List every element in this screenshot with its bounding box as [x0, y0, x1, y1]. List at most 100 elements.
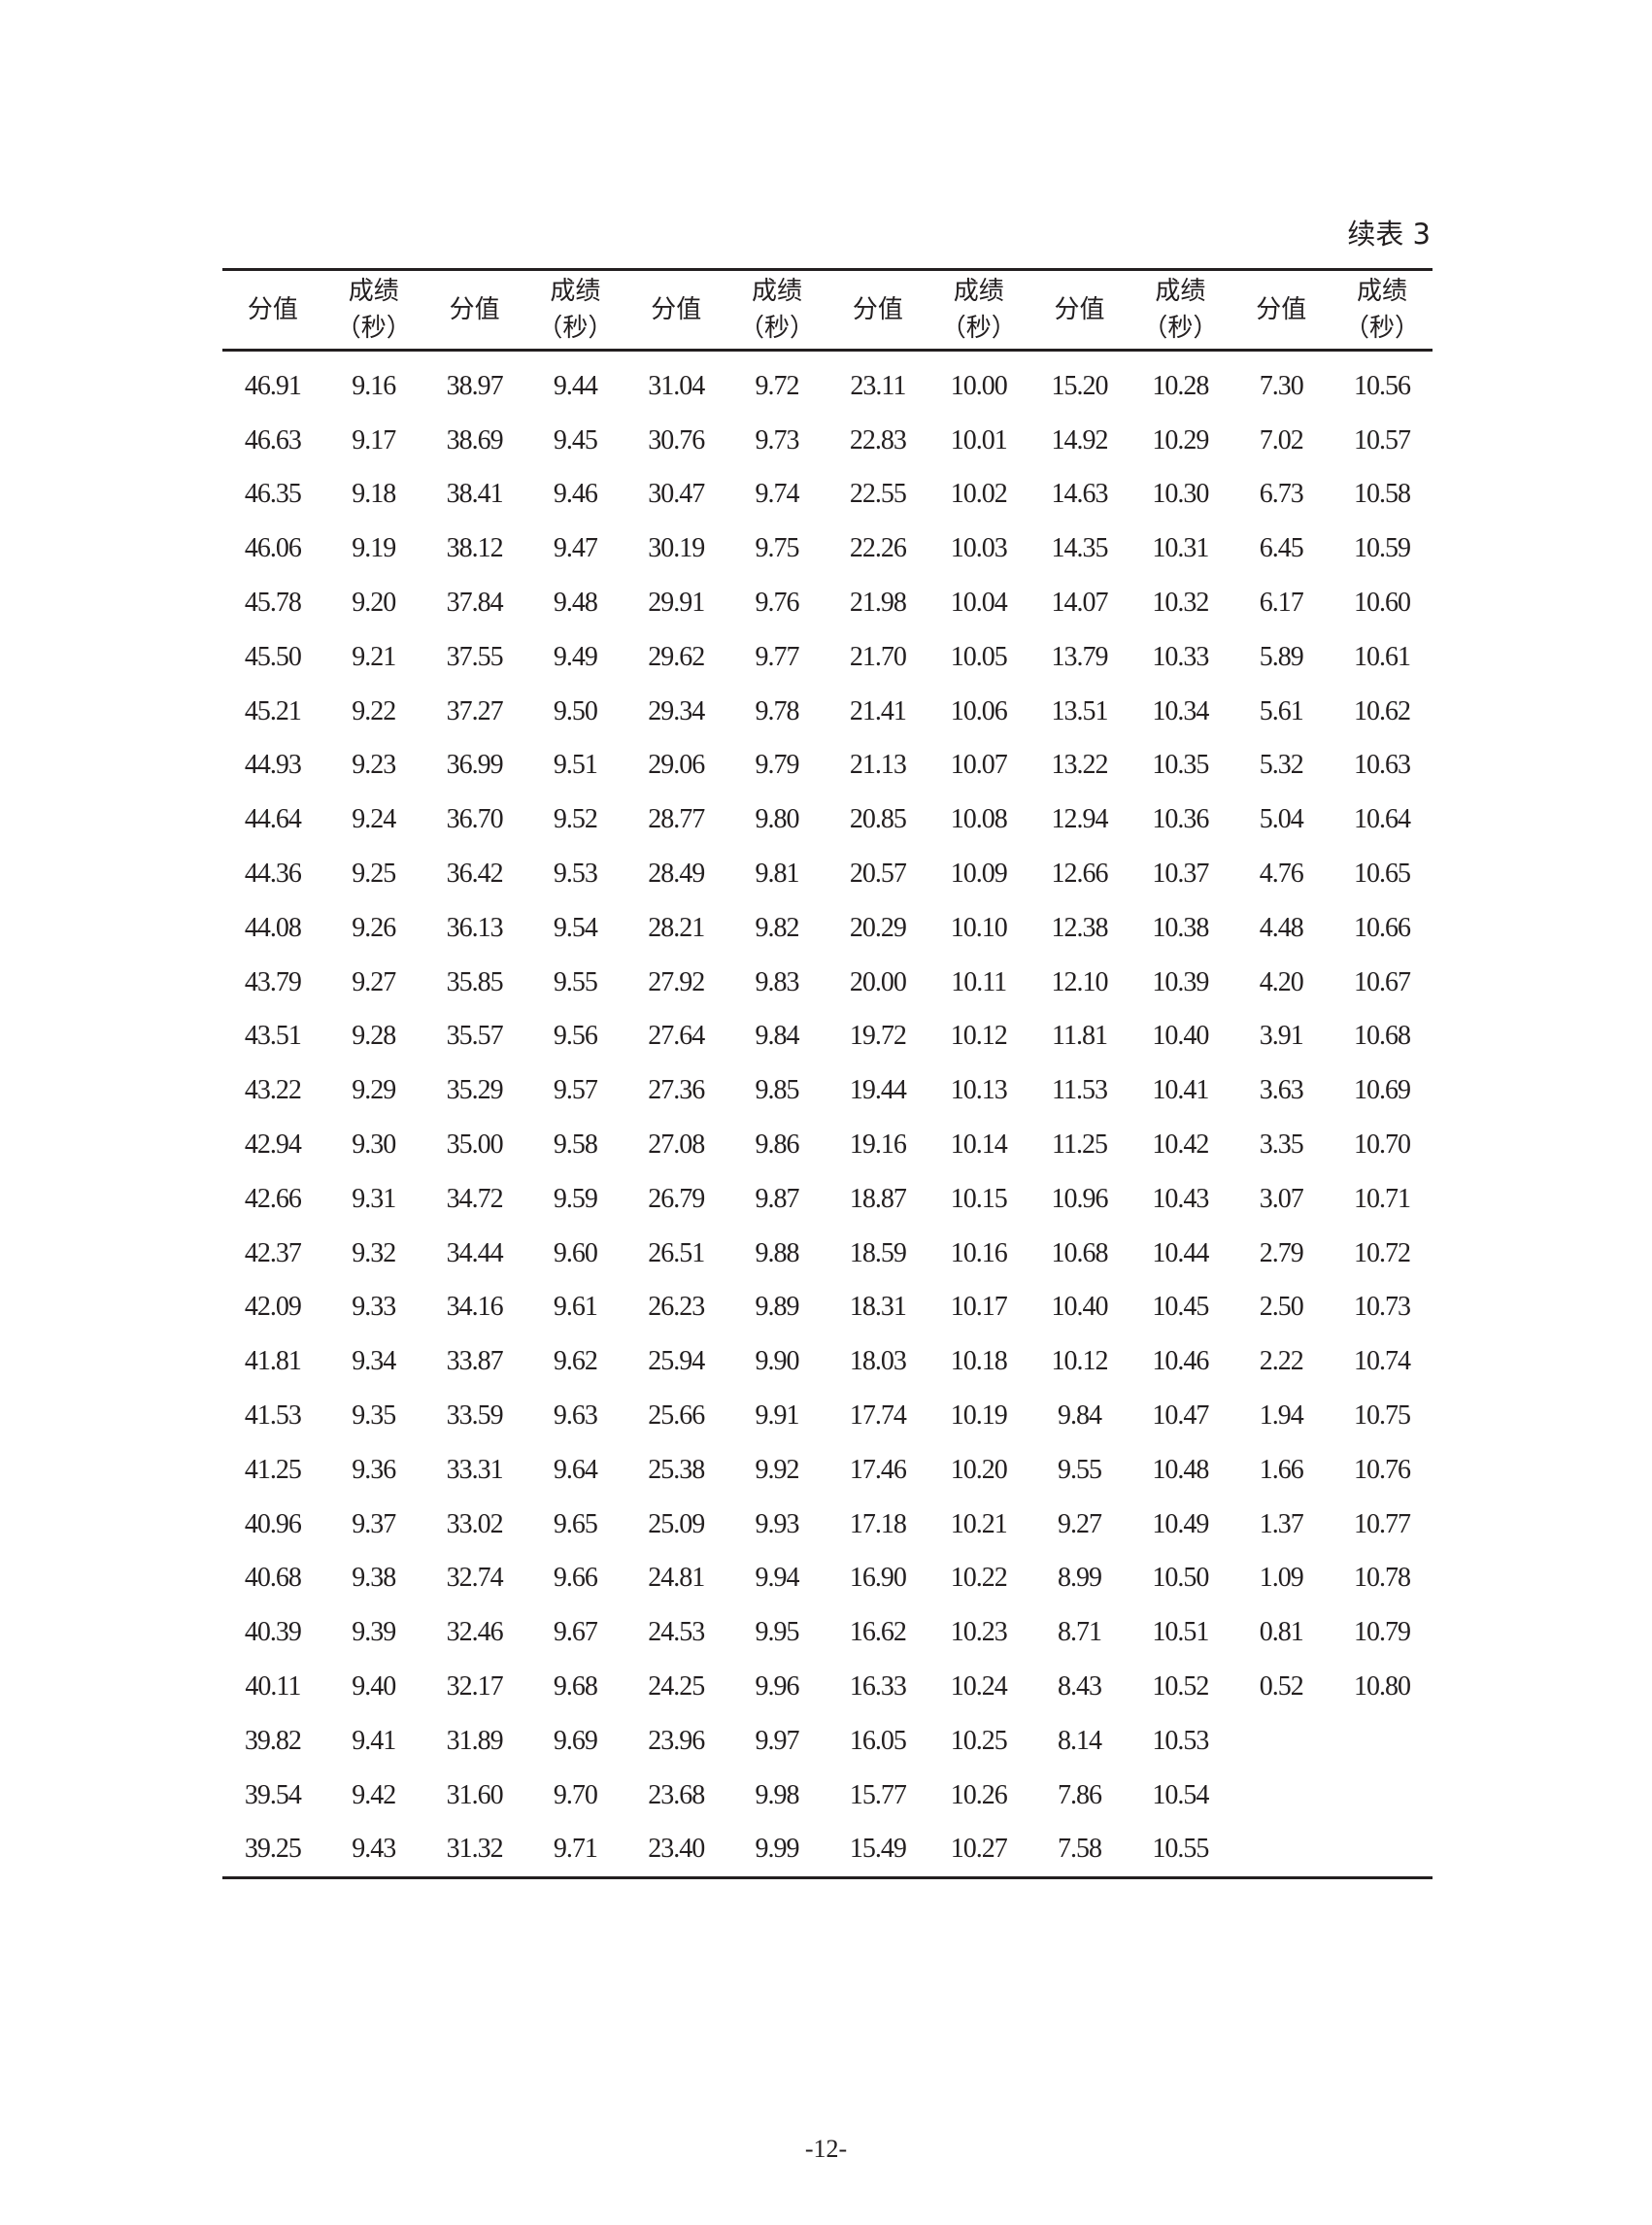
score-cell: 2.79 — [1259, 1237, 1304, 1268]
score-cell: 7.02 — [1259, 424, 1304, 455]
score-cell: 13.79 — [1051, 641, 1109, 672]
result-cell: 9.23 — [352, 750, 396, 781]
result-cell: 10.19 — [950, 1400, 1008, 1432]
score-cell: 25.94 — [648, 1346, 705, 1377]
table-row: 45.50 9.21 37.55 9.49 29.62 9.77 21.70 10.05 13.… — [222, 630, 1433, 685]
result-cell: 10.75 — [1354, 1400, 1411, 1432]
result-cell: 9.34 — [352, 1346, 396, 1377]
result-cell: 10.38 — [1152, 912, 1209, 943]
score-cell: 10.96 — [1051, 1183, 1109, 1214]
result-cell: 9.40 — [352, 1671, 396, 1702]
result-cell: 10.20 — [950, 1454, 1008, 1485]
score-cell: 32.74 — [446, 1563, 504, 1594]
score-cell: 18.03 — [849, 1346, 907, 1377]
result-cell: 9.75 — [755, 533, 800, 564]
score-cell: 8.43 — [1058, 1671, 1102, 1702]
score-cell: 1.09 — [1259, 1563, 1304, 1594]
table-row: 39.25 9.43 31.32 9.71 23.40 9.99 15.49 10.27 7.5… — [222, 1823, 1433, 1878]
table-row: 45.21 9.22 37.27 9.50 29.34 9.78 21.41 10.06 13.… — [222, 685, 1433, 739]
score-cell: 25.66 — [648, 1400, 705, 1432]
table-row: 45.78 9.20 37.84 9.48 29.91 9.76 21.98 10.04 14.… — [222, 576, 1433, 630]
result-cell: 10.32 — [1152, 588, 1209, 619]
result-cell: 9.19 — [352, 533, 396, 564]
result-cell: 10.48 — [1152, 1454, 1209, 1485]
result-cell: 9.59 — [553, 1183, 598, 1214]
score-cell: 38.41 — [446, 479, 504, 510]
header-result: 成绩 （秒） — [323, 270, 424, 351]
result-cell: 10.50 — [1152, 1563, 1209, 1594]
result-cell: 9.98 — [755, 1779, 800, 1810]
score-table: 分值 成绩 （秒） 分值 成绩 （秒） 分值 成绩 （秒） 分值 成绩 （秒） 分值 成绩 （秒） 分值 成绩 （… — [222, 268, 1433, 1879]
table-row: 41.53 9.35 33.59 9.63 25.66 9.91 17.74 10.19 9.8… — [222, 1389, 1433, 1443]
result-cell: 9.54 — [553, 912, 598, 943]
score-cell: 40.96 — [244, 1508, 302, 1539]
result-cell: 10.21 — [950, 1508, 1008, 1539]
score-cell: 29.06 — [648, 750, 705, 781]
result-cell: 10.51 — [1152, 1617, 1209, 1648]
result-cell: 10.14 — [950, 1129, 1008, 1161]
result-cell: 10.62 — [1354, 695, 1411, 726]
header-result-unit: （秒） — [940, 314, 1017, 343]
table-row: 42.94 9.30 35.00 9.58 27.08 9.86 19.16 10.14 11.… — [222, 1118, 1433, 1172]
result-cell: 9.49 — [553, 641, 598, 672]
table-row: 40.11 9.40 32.17 9.68 24.25 9.96 16.33 10.24 8.4… — [222, 1660, 1433, 1714]
result-cell: 10.57 — [1354, 424, 1411, 455]
score-cell: 39.54 — [244, 1779, 302, 1810]
header-result: 成绩 （秒） — [1129, 270, 1231, 351]
result-cell: 10.25 — [950, 1725, 1008, 1756]
result-cell: 9.77 — [755, 641, 800, 672]
table-row: 46.91 9.16 38.97 9.44 31.04 9.72 23.11 10.00 15.… — [222, 351, 1433, 414]
result-cell: 9.37 — [352, 1508, 396, 1539]
result-cell: 10.60 — [1354, 588, 1411, 619]
score-cell: 39.82 — [244, 1725, 302, 1756]
result-cell: 10.54 — [1152, 1779, 1209, 1810]
score-cell: 6.45 — [1259, 533, 1304, 564]
score-cell: 9.27 — [1058, 1508, 1102, 1539]
result-cell: 10.52 — [1152, 1671, 1209, 1702]
result-cell: 9.63 — [553, 1400, 598, 1432]
header-result: 成绩 （秒） — [1332, 270, 1433, 351]
score-cell: 40.39 — [244, 1617, 302, 1648]
score-cell: 23.11 — [850, 370, 906, 401]
result-cell: 9.82 — [755, 912, 800, 943]
score-cell: 7.58 — [1058, 1834, 1102, 1865]
score-cell: 31.60 — [446, 1779, 504, 1810]
result-cell: 9.26 — [352, 912, 396, 943]
result-cell: 10.58 — [1354, 479, 1411, 510]
result-cell: 9.78 — [755, 695, 800, 726]
score-cell: 23.40 — [648, 1834, 705, 1865]
result-cell: 9.64 — [553, 1454, 598, 1485]
score-cell: 1.94 — [1259, 1400, 1304, 1432]
result-cell: 9.79 — [755, 750, 800, 781]
result-cell: 9.90 — [755, 1346, 800, 1377]
result-cell: 10.74 — [1354, 1346, 1411, 1377]
result-cell: 9.45 — [553, 424, 598, 455]
header-result-label: 成绩 — [550, 277, 601, 306]
score-cell: 17.74 — [849, 1400, 907, 1432]
header-score: 分值 — [449, 295, 500, 324]
score-cell: 6.73 — [1259, 479, 1304, 510]
result-cell: 9.68 — [553, 1671, 598, 1702]
result-cell: 9.58 — [553, 1129, 598, 1161]
result-cell: 10.13 — [950, 1075, 1008, 1106]
score-cell: 22.26 — [849, 533, 907, 564]
result-cell: 9.81 — [755, 859, 800, 890]
result-cell: 9.57 — [553, 1075, 598, 1106]
score-cell: 1.66 — [1259, 1454, 1304, 1485]
result-cell: 9.47 — [553, 533, 598, 564]
table-row: 42.09 9.33 34.16 9.61 26.23 9.89 18.31 10.17 10.… — [222, 1281, 1433, 1335]
result-cell: 9.48 — [553, 588, 598, 619]
score-cell: 29.91 — [648, 588, 705, 619]
score-cell: 41.25 — [244, 1454, 302, 1485]
result-cell: 10.23 — [950, 1617, 1008, 1648]
score-cell: 16.33 — [849, 1671, 907, 1702]
result-cell: 10.15 — [950, 1183, 1008, 1214]
result-cell: 10.02 — [950, 479, 1008, 510]
result-cell: 9.61 — [553, 1292, 598, 1323]
score-cell: 36.70 — [446, 804, 504, 835]
result-cell: 9.73 — [755, 424, 800, 455]
header-score: 分值 — [1256, 295, 1307, 324]
score-cell: 11.25 — [1052, 1129, 1108, 1161]
score-cell: 44.64 — [244, 804, 302, 835]
result-cell: 10.31 — [1152, 533, 1209, 564]
